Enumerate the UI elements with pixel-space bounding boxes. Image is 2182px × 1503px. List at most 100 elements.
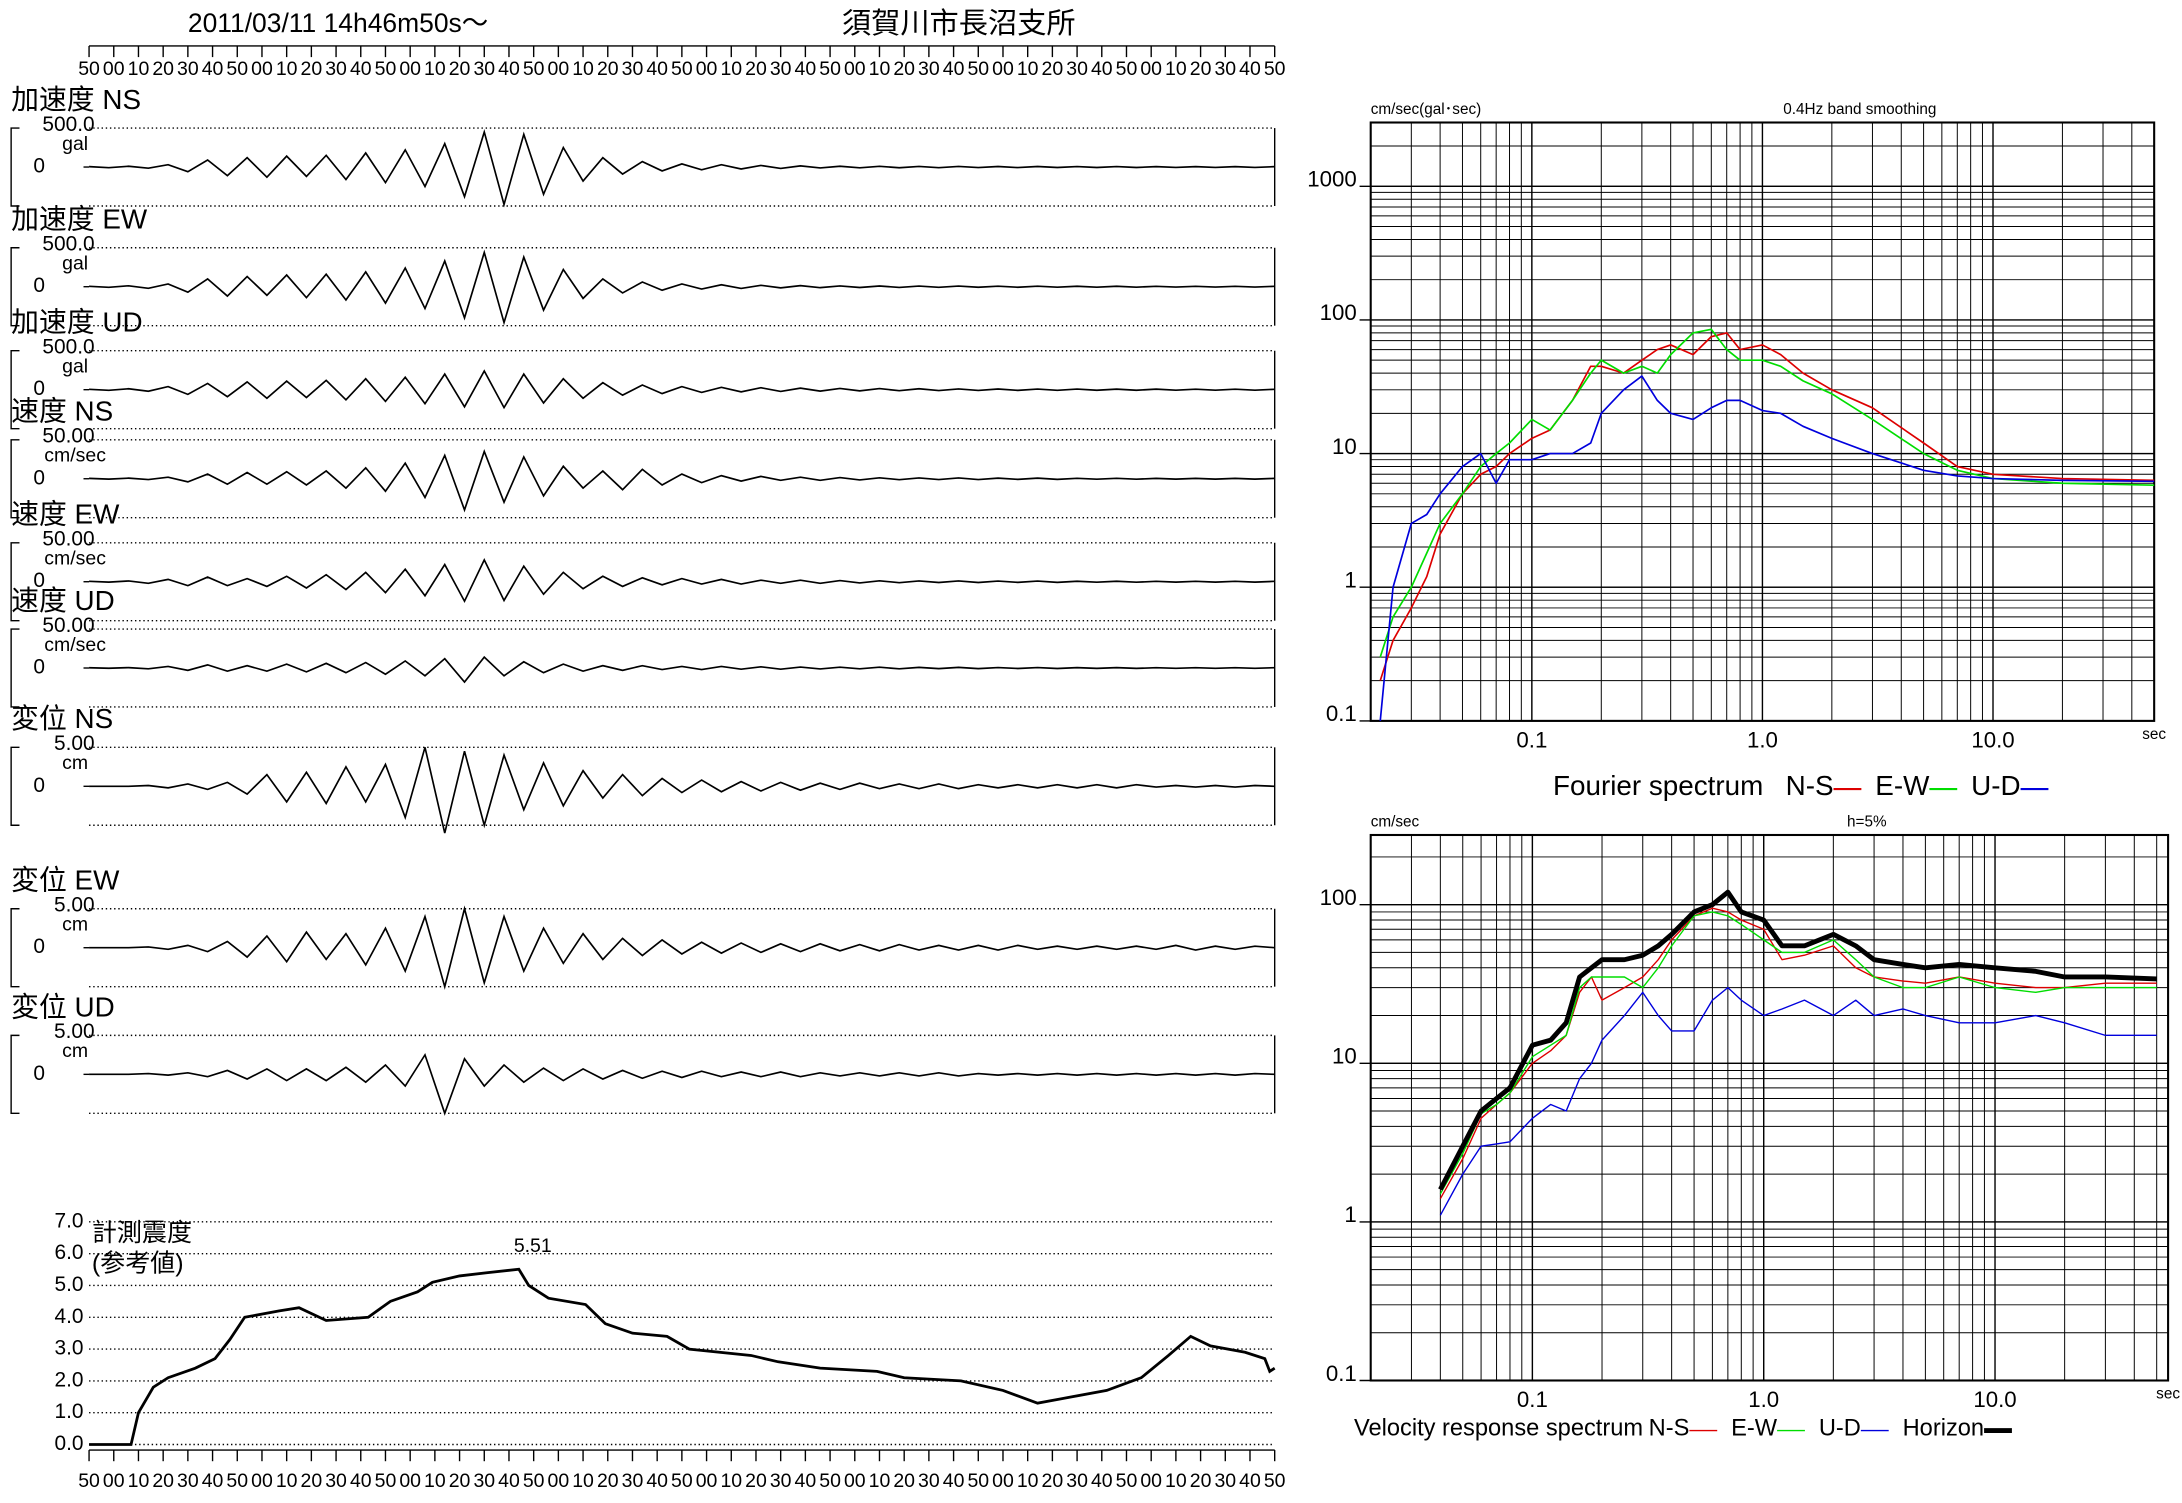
y-tick-label: 50.00 xyxy=(42,425,94,448)
x-tick-label: 40 xyxy=(795,58,817,80)
x-tick-label: 1.0 xyxy=(1747,728,1778,753)
x-tick-label: 50 xyxy=(78,1470,100,1492)
panel-bracket xyxy=(10,542,20,622)
y-tick-label: 5.0 xyxy=(54,1273,83,1296)
panel-bracket xyxy=(10,628,20,708)
legend-label: U-D xyxy=(1819,1415,1861,1441)
y-tick-label: 500.0 xyxy=(42,335,94,358)
spectrum-line xyxy=(1439,907,2157,1200)
x-tick-label: 20 xyxy=(1042,1470,1064,1492)
waveform-trace xyxy=(89,747,1275,834)
x-tick-label: 20 xyxy=(597,58,619,80)
waveform-trace xyxy=(89,1052,1275,1116)
y-tick-label: 10 xyxy=(1332,1044,1357,1069)
y-tick-label: 0 xyxy=(33,774,45,797)
x-tick-label: 30 xyxy=(918,1470,940,1492)
x-tick-label: 10.0 xyxy=(1973,1387,2016,1412)
x-tick-label: 30 xyxy=(325,58,347,80)
y-tick-label: 0 xyxy=(33,377,45,400)
x-tick-label: 40 xyxy=(943,1470,965,1492)
x-tick-label: 10 xyxy=(1165,1470,1187,1492)
x-tick-label: 50 xyxy=(819,1470,841,1492)
x-tick-label: 50 xyxy=(375,1470,397,1492)
intensity-line xyxy=(89,1267,1276,1446)
y-tick-label: 0.0 xyxy=(54,1432,83,1455)
panel-label: 変位 EW xyxy=(11,865,120,896)
x-tick-label: 40 xyxy=(1091,1470,1113,1492)
x-tick-label: 10.0 xyxy=(1971,728,2014,753)
x-tick-label: 50 xyxy=(226,58,248,80)
y-tick-label: 0 xyxy=(33,569,45,592)
x-axis-unit: sec xyxy=(2142,726,2166,743)
panel-unit: cm xyxy=(62,1040,88,1062)
panel-unit: cm/sec xyxy=(44,548,106,570)
x-tick-label: 40 xyxy=(350,58,372,80)
x-tick-label: 10 xyxy=(276,58,298,80)
spectrum-line xyxy=(1379,328,2155,658)
waveform-trace xyxy=(89,249,1275,326)
x-axis-unit: sec xyxy=(2156,1385,2180,1402)
waveform-trace xyxy=(89,655,1275,684)
chart-subtitle: 0.4Hz band smoothing xyxy=(1783,101,1936,118)
spectrum-line xyxy=(1438,889,2157,1191)
x-tick-label: 40 xyxy=(498,58,520,80)
y-tick-label: 4.0 xyxy=(54,1305,83,1328)
y-tick-label: 0 xyxy=(33,466,45,489)
chart-subtitle: 須賀川市長沼支所 xyxy=(842,7,1076,40)
panel-bracket xyxy=(10,439,20,519)
legend-label: U-D xyxy=(1971,770,2020,801)
x-tick-label: 10 xyxy=(1017,58,1039,80)
x-tick-label: 50 xyxy=(671,58,693,80)
y-tick-label: 5.00 xyxy=(54,732,95,755)
x-tick-label: 20 xyxy=(893,1470,915,1492)
legend-title: Velocity response spectrum xyxy=(1354,1415,1643,1441)
x-tick-label: 00 xyxy=(992,1470,1014,1492)
panel-bracket xyxy=(10,908,20,988)
x-tick-label: 30 xyxy=(622,58,644,80)
legend-label: E-W xyxy=(1875,770,1930,801)
x-tick-label: 30 xyxy=(770,58,792,80)
x-tick-label: 30 xyxy=(622,1470,644,1492)
x-tick-label: 50 xyxy=(967,58,989,80)
x-tick-label: 00 xyxy=(696,58,718,80)
x-tick-label: 50 xyxy=(1264,58,1286,80)
x-tick-label: 40 xyxy=(646,1470,668,1492)
x-tick-label: 50 xyxy=(1116,1470,1138,1492)
x-tick-label: 30 xyxy=(473,58,495,80)
legend-label: Horizon xyxy=(1903,1415,1984,1441)
panel-label: 速度 EW xyxy=(11,499,120,530)
x-tick-label: 10 xyxy=(128,58,150,80)
y-tick-label: 0.1 xyxy=(1326,701,1357,726)
x-tick-label: 30 xyxy=(325,1470,347,1492)
y-tick-label: 1000 xyxy=(1307,167,1357,192)
x-tick-label: 10 xyxy=(572,58,594,80)
x-tick-label: 40 xyxy=(498,1470,520,1492)
chart-title: 2011/03/11 14h46m50s〜 xyxy=(188,8,488,38)
x-tick-label: 0.1 xyxy=(1516,728,1547,753)
y-tick-label: 0.1 xyxy=(1326,1361,1357,1386)
panel-label: 速度 NS xyxy=(11,396,113,427)
y-tick-label: 1.0 xyxy=(54,1400,83,1423)
x-tick-label: 40 xyxy=(202,1470,224,1492)
y-tick-label: 0 xyxy=(33,656,45,679)
x-tick-label: 00 xyxy=(399,58,421,80)
panel-unit: cm/sec xyxy=(44,634,106,656)
legend-title: Fourier spectrum xyxy=(1553,770,1763,801)
y-tick-label: 5.00 xyxy=(54,1020,95,1043)
x-tick-label: 20 xyxy=(745,1470,767,1492)
panel-label: 加速度 UD xyxy=(11,307,142,338)
x-tick-label: 50 xyxy=(523,1470,545,1492)
x-tick-label: 20 xyxy=(301,58,323,80)
panel-label: 加速度 NS xyxy=(11,84,141,115)
x-tick-label: 30 xyxy=(1066,1470,1088,1492)
y-tick-label: 0 xyxy=(33,274,45,297)
panel-bracket xyxy=(10,247,20,327)
x-tick-label: 30 xyxy=(177,1470,199,1492)
y-tick-label: 500.0 xyxy=(42,232,94,255)
x-tick-label: 20 xyxy=(152,58,174,80)
x-tick-label: 00 xyxy=(251,1470,273,1492)
waveform-trace xyxy=(89,449,1275,513)
x-tick-label: 20 xyxy=(449,1470,471,1492)
x-tick-label: 30 xyxy=(1066,58,1088,80)
legend-label: N-S xyxy=(1786,770,1834,801)
